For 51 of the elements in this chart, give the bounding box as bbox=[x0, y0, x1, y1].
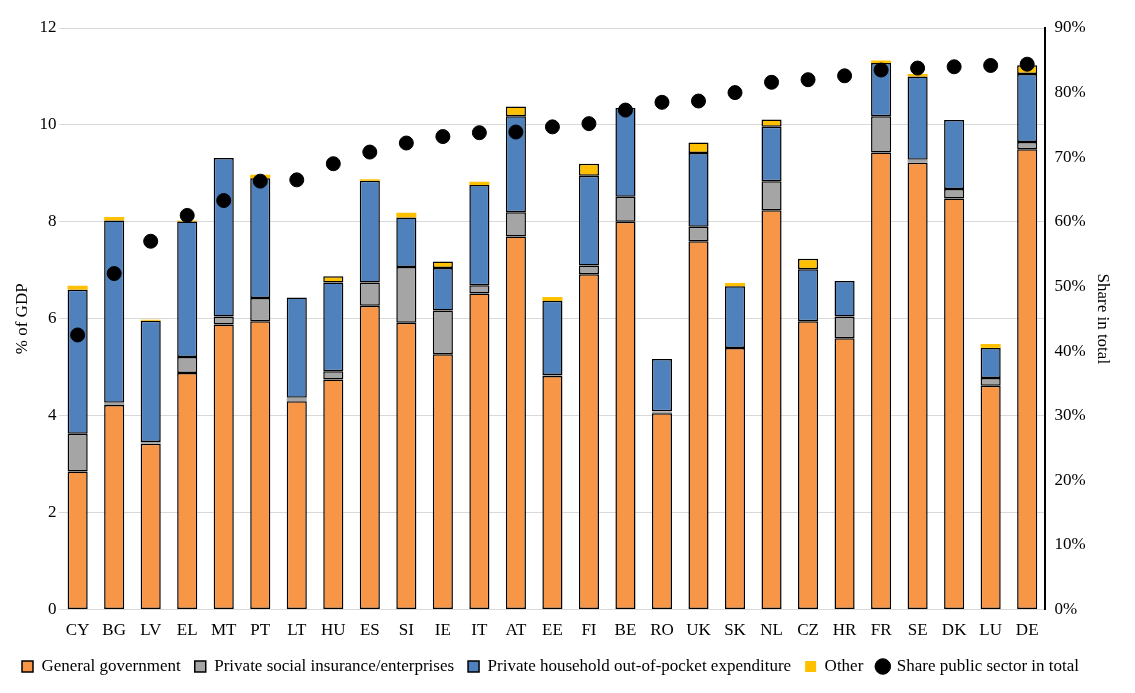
legend-label: Other bbox=[824, 655, 864, 675]
x-tick-label: ES bbox=[359, 620, 380, 640]
x-tick-label: EE bbox=[542, 620, 563, 640]
y2-tick-label: 60% bbox=[1054, 211, 1086, 231]
y2-tick-label: 90% bbox=[1054, 17, 1086, 37]
x-tick-label: IT bbox=[471, 620, 489, 640]
x-tick-label: DE bbox=[1015, 620, 1039, 640]
x-tick-label: AT bbox=[505, 620, 527, 640]
x-tick-label: BG bbox=[102, 620, 126, 640]
y2-tick-label: 20% bbox=[1054, 469, 1086, 489]
x-tick-label: SE bbox=[907, 620, 928, 640]
y2-tick-label: 10% bbox=[1054, 534, 1086, 554]
x-tick-label: IE bbox=[434, 620, 451, 640]
x-tick-label: SK bbox=[724, 620, 747, 640]
legend-label: Private household out-of-pocket expenditure bbox=[487, 655, 792, 675]
x-tick-label: FR bbox=[870, 620, 893, 640]
y2-tick-label: 50% bbox=[1054, 275, 1086, 295]
y-axis-title: % of GDP bbox=[11, 283, 31, 355]
legend-label: Share public sector in total bbox=[896, 655, 1080, 675]
y2-tick-label: 30% bbox=[1054, 405, 1086, 425]
y-tick-label: 10 bbox=[39, 114, 57, 134]
y2-tick-label: 70% bbox=[1054, 146, 1086, 166]
y-tick-label: 12 bbox=[39, 17, 57, 37]
x-tick-label: CY bbox=[65, 620, 90, 640]
x-tick-label: LT bbox=[287, 620, 307, 640]
x-tick-label: PT bbox=[250, 620, 271, 640]
y-tick-label: 6 bbox=[47, 308, 57, 328]
y2-tick-label: 80% bbox=[1054, 82, 1086, 102]
x-tick-label: MT bbox=[210, 620, 238, 640]
x-tick-label: LV bbox=[140, 620, 162, 640]
x-tick-label: UK bbox=[686, 620, 712, 640]
x-tick-label: CZ bbox=[797, 620, 819, 640]
x-tick-label: RO bbox=[650, 620, 674, 640]
legend-label: Private social insurance/enterprises bbox=[214, 655, 455, 675]
legend-label: General government bbox=[41, 655, 182, 675]
x-tick-label: BE bbox=[614, 620, 637, 640]
x-tick-label: DK bbox=[941, 620, 968, 640]
x-tick-label: NL bbox=[760, 620, 783, 640]
x-tick-label: LU bbox=[979, 620, 1002, 640]
y-tick-label: 4 bbox=[47, 405, 57, 425]
y-tick-label: 8 bbox=[47, 211, 57, 231]
x-tick-label: FI bbox=[581, 620, 597, 640]
y2-axis-title: Share in total bbox=[1094, 273, 1114, 365]
x-tick-label: EL bbox=[176, 620, 198, 640]
y-tick-label: 0 bbox=[47, 599, 57, 619]
y-tick-label: 2 bbox=[47, 502, 57, 522]
y2-tick-label: 40% bbox=[1054, 340, 1086, 360]
x-tick-label: HR bbox=[832, 620, 858, 640]
x-tick-label: SI bbox=[398, 620, 415, 640]
y2-tick-label: 0% bbox=[1054, 599, 1078, 619]
x-tick-label: HU bbox=[321, 620, 346, 640]
